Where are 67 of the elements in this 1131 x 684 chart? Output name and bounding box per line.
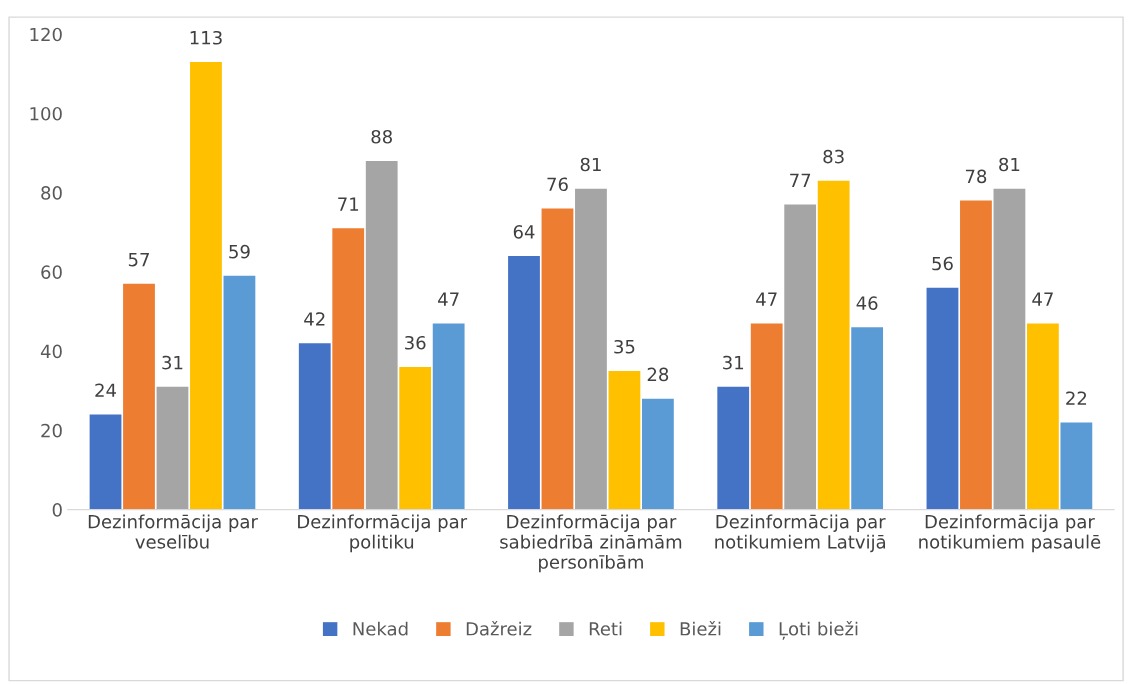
bar: [960, 200, 992, 510]
y-tick-label: 80: [41, 186, 62, 200]
y-tick-label: 0: [52, 503, 62, 517]
x-tick-label: Dezinformācija par politiku: [298, 514, 468, 553]
bar: [926, 287, 959, 510]
data-label: 78: [965, 169, 987, 184]
legend-label: Dažreiz: [466, 620, 532, 636]
legend-label: Bieži: [680, 620, 721, 636]
bar: [298, 343, 331, 510]
bar: [332, 228, 365, 510]
x-tick-label: Dezinformācija par sabiedrībā zināmām personībām: [500, 514, 682, 573]
bar: [784, 204, 817, 510]
x-tick-label: Dezinformācija par notikumiem Latvijā: [715, 514, 886, 553]
bar: [608, 370, 641, 510]
bar: [1060, 422, 1093, 510]
data-label: 64: [513, 225, 535, 239]
bar: [851, 327, 884, 510]
data-label: 81: [580, 157, 601, 172]
bar: [223, 275, 256, 510]
bar: [575, 188, 607, 510]
data-label: 83: [823, 149, 844, 164]
bar: [89, 414, 122, 510]
data-label: 59: [229, 244, 250, 259]
bar: [1026, 323, 1059, 510]
data-label: 31: [723, 355, 744, 370]
bar: [817, 180, 850, 510]
data-label: 36: [405, 335, 426, 350]
data-label: 57: [128, 252, 149, 267]
data-label: 47: [438, 292, 459, 306]
data-label: 56: [932, 256, 953, 271]
data-label: 81: [999, 157, 1020, 172]
data-label: 47: [756, 292, 777, 306]
data-label: 77: [790, 173, 811, 187]
bar: [717, 386, 750, 510]
y-tick-label: 60: [41, 265, 62, 280]
data-label: 22: [1066, 391, 1087, 405]
data-label: 46: [856, 296, 878, 310]
y-tick-label: 20: [41, 423, 62, 438]
data-label: 35: [614, 339, 635, 354]
data-label: 24: [95, 383, 116, 397]
bar: [123, 283, 155, 510]
bar: [156, 386, 189, 510]
data-label: 47: [1032, 292, 1053, 306]
data-label: 42: [304, 312, 325, 326]
data-label: 113: [190, 30, 222, 45]
bar: [508, 256, 540, 510]
data-label: 88: [371, 129, 392, 144]
bar: [190, 61, 222, 510]
bar: [993, 188, 1026, 510]
data-label: 76: [547, 177, 568, 192]
bar: [399, 366, 432, 510]
y-tick-label: 40: [40, 344, 62, 359]
y-tick-label: 100: [30, 106, 62, 121]
data-label: 71: [338, 197, 359, 211]
legend-label: Reti: [589, 621, 622, 636]
legend-label: Nekad: [353, 621, 408, 636]
bar: [750, 323, 783, 510]
legend-label: Ļoti bieži: [779, 620, 858, 640]
bar: [541, 208, 574, 510]
bar: [432, 323, 465, 510]
bar: [642, 398, 674, 510]
x-tick-label: Dezinformācija par veselību: [88, 514, 258, 549]
data-label: 28: [647, 367, 669, 382]
data-label: 31: [162, 355, 183, 370]
x-tick-label: Dezinformācija par notikumiem pasaulē: [919, 514, 1101, 553]
bar: [365, 160, 398, 510]
y-tick-label: 120: [30, 27, 62, 42]
